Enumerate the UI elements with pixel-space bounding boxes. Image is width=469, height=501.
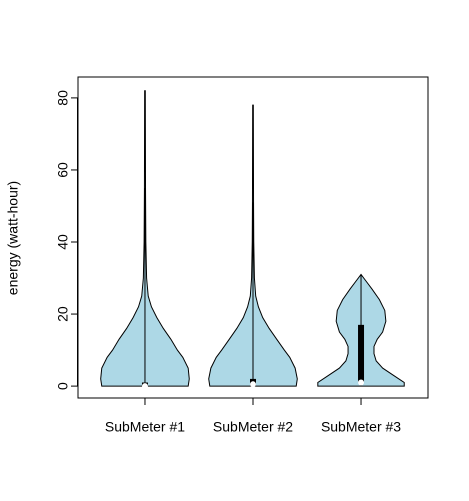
median (250, 381, 256, 388)
y-tick-label: 60 (55, 162, 71, 178)
y-tick-label: 80 (55, 90, 71, 106)
x-tick-label: SubMeter #2 (213, 419, 293, 435)
x-tick-label: SubMeter #1 (105, 419, 185, 435)
y-tick-label: 0 (55, 382, 71, 390)
median (358, 379, 365, 386)
y-axis-label: energy (watt-hour) (5, 181, 21, 295)
box (358, 324, 365, 383)
median (141, 383, 148, 390)
x-tick-label: SubMeter #3 (321, 419, 401, 435)
y-tick-label: 20 (55, 306, 71, 322)
y-tick-label: 40 (55, 234, 71, 250)
